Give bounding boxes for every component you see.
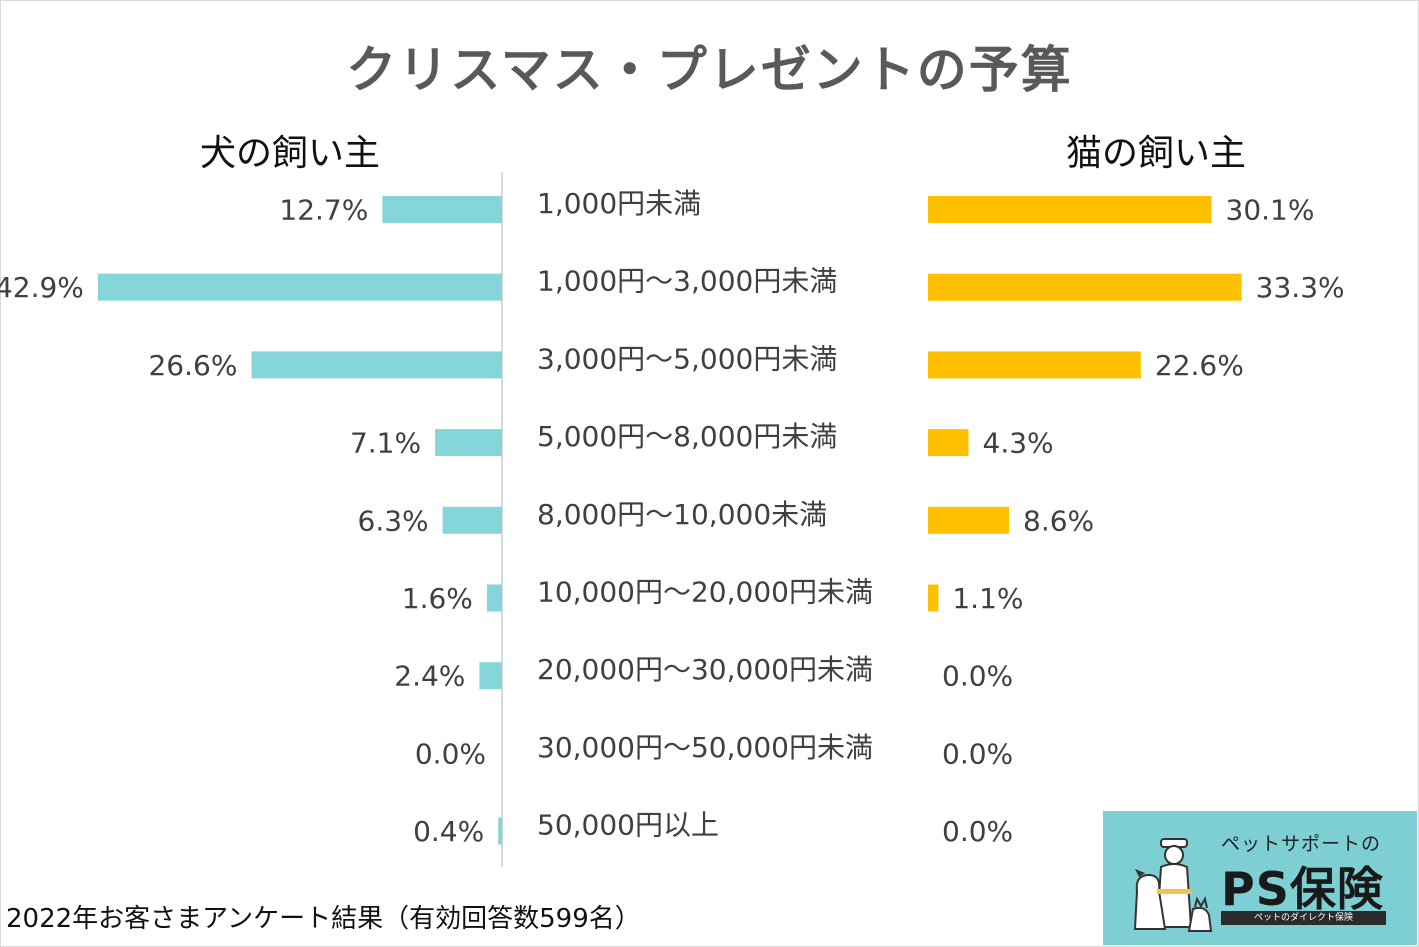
category-label: 10,000円～20,000円未満 xyxy=(537,576,873,609)
dog-bar xyxy=(435,429,502,457)
category-label: 5,000円～8,000円未満 xyxy=(537,420,837,453)
category-label: 1,000円～3,000円未満 xyxy=(537,265,837,298)
dog-value-label: 7.1% xyxy=(350,427,421,460)
dog-bar xyxy=(251,351,502,379)
ps-insurance-logo: ペットサポートの PS保険 ペットのダイレクト保険 xyxy=(1103,811,1417,945)
cat-value-label: 1.1% xyxy=(952,582,1023,615)
dog-value-label: 6.3% xyxy=(358,504,429,537)
cat-bar xyxy=(928,429,969,457)
chart-title: クリスマス・プレゼントの予算 xyxy=(346,41,1073,99)
dog-bar xyxy=(479,662,502,690)
person-dog-cat-illustration-icon xyxy=(1133,838,1213,932)
category-label: 30,000円～50,000円未満 xyxy=(537,731,873,764)
logo-subline: ペットのダイレクト保険 xyxy=(1221,911,1386,925)
cat-bar xyxy=(928,351,1141,379)
dog-value-label: 26.6% xyxy=(148,349,237,382)
dog-owners-heading: 犬の飼い主 xyxy=(200,133,381,174)
cat-value-label: 0.0% xyxy=(942,815,1013,848)
dog-bar xyxy=(382,196,502,223)
logo-name: PS保険 xyxy=(1221,862,1384,916)
category-label: 1,000円未満 xyxy=(537,187,701,220)
category-label: 50,000円以上 xyxy=(537,809,719,842)
cat-value-label: 4.3% xyxy=(983,427,1054,460)
dog-bar xyxy=(442,506,502,534)
category-label: 3,000円～5,000円未満 xyxy=(537,342,837,375)
dog-value-label: 0.0% xyxy=(415,737,486,770)
dog-bar xyxy=(97,273,502,301)
dog-bar xyxy=(498,817,502,845)
survey-footnote: 2022年お客さまアンケート結果（有効回答数599名） xyxy=(6,904,641,934)
cat-bar xyxy=(928,584,939,612)
dog-bar xyxy=(486,584,502,612)
cat-value-label: 0.0% xyxy=(942,737,1013,770)
cat-value-label: 33.3% xyxy=(1256,271,1345,304)
cat-bar xyxy=(928,196,1212,223)
category-label: 8,000円～10,000未満 xyxy=(537,498,827,531)
dog-value-label: 2.4% xyxy=(394,660,465,693)
dog-value-label: 42.9% xyxy=(0,271,84,304)
logo-tagline: ペットサポートの xyxy=(1221,833,1382,855)
cat-value-label: 8.6% xyxy=(1023,504,1094,537)
cat-bar xyxy=(928,273,1242,301)
cat-owners-heading: 猫の飼い主 xyxy=(1066,133,1247,174)
cat-value-label: 30.1% xyxy=(1226,194,1315,227)
dog-value-label: 1.6% xyxy=(402,582,473,615)
cat-value-label: 0.0% xyxy=(942,660,1013,693)
category-label: 20,000円～30,000円未満 xyxy=(537,653,873,686)
cat-value-label: 22.6% xyxy=(1155,349,1244,382)
dog-value-label: 0.4% xyxy=(413,815,484,848)
cat-bar xyxy=(928,506,1010,534)
dog-value-label: 12.7% xyxy=(279,194,368,227)
